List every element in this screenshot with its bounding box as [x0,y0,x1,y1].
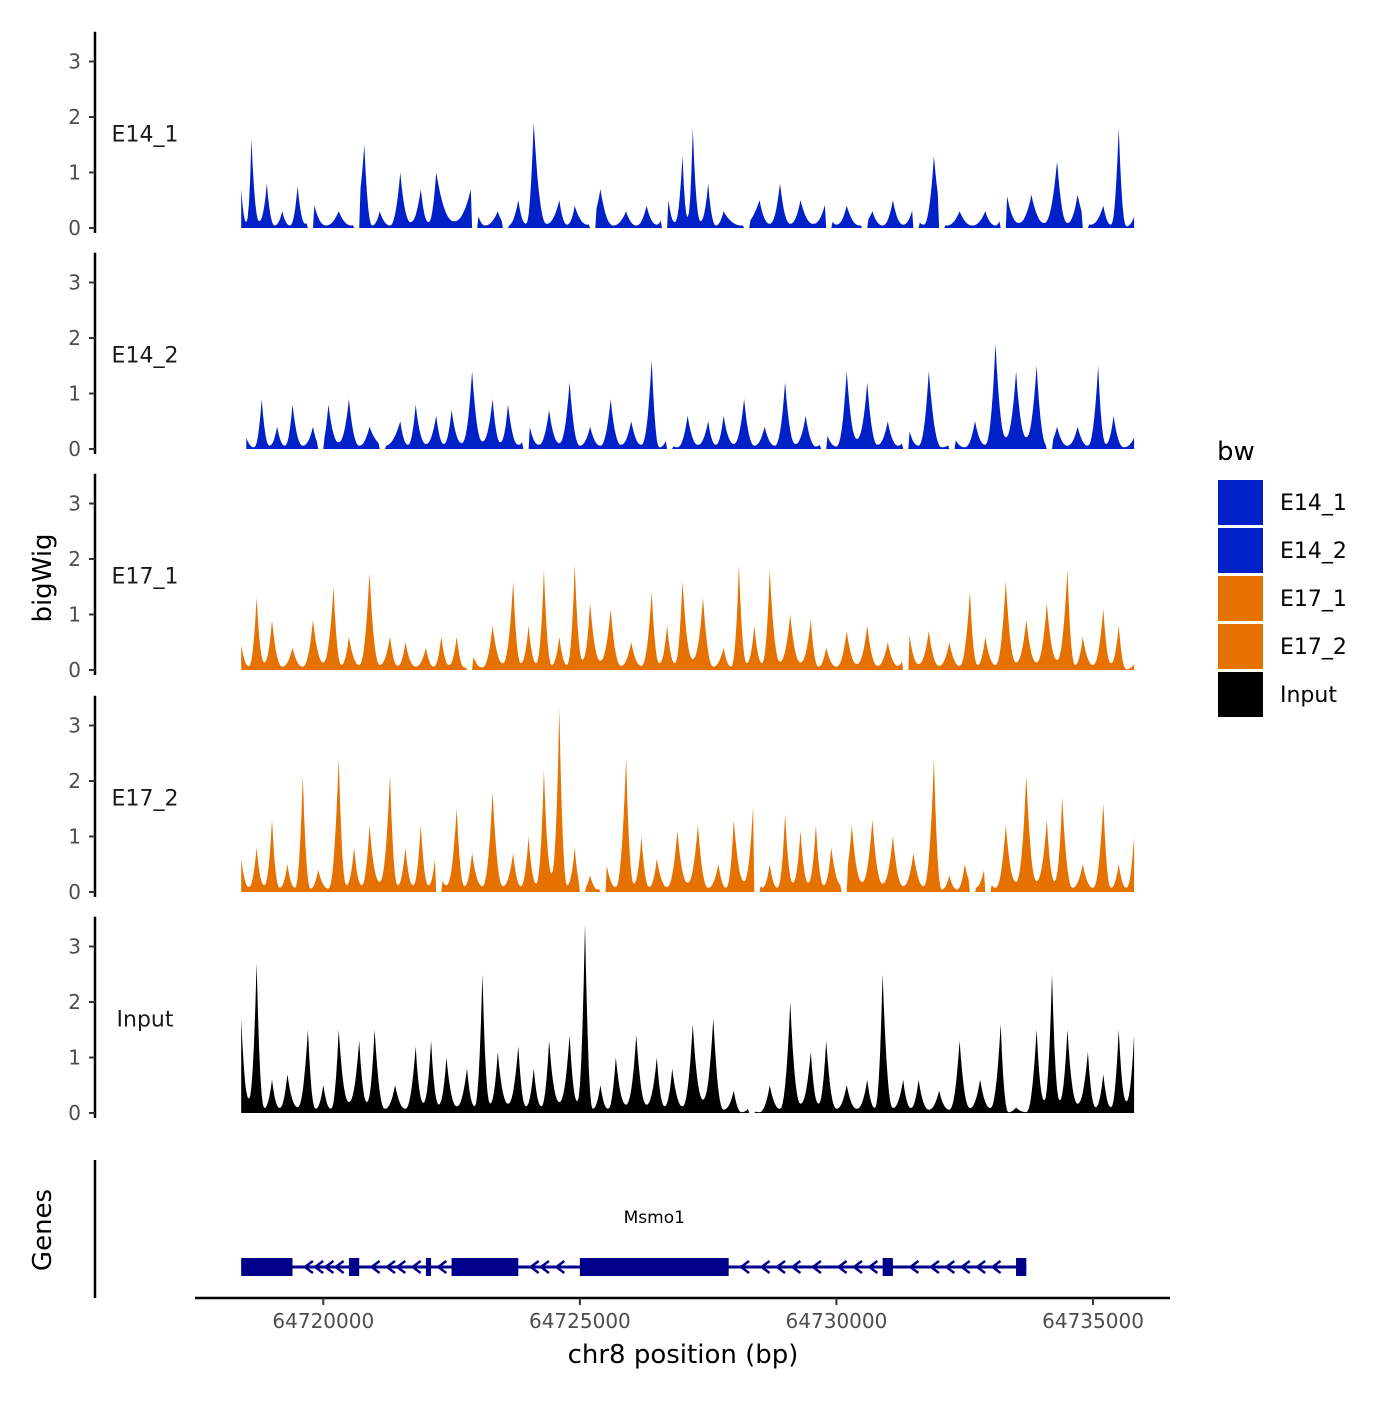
y-tick-label: 0 [68,1101,81,1125]
legend-label: E14_2 [1280,539,1347,564]
legend-swatch [1218,672,1263,717]
track-label: E14_1 [112,123,179,148]
signal-area-E14_2 [246,344,1134,449]
y-tick-label: 1 [68,161,81,185]
track-E14_2: 0 1 2 3 E14_2 [68,253,1134,461]
exon [883,1258,893,1276]
gene-name-label: Msmo1 [624,1208,685,1228]
y-tick-label: 2 [68,769,81,793]
y-tick-label: 2 [68,990,81,1014]
legend-label: Input [1280,683,1337,708]
legend-swatch [1218,624,1263,669]
y-tick-label: 2 [68,547,81,571]
legend-swatch [1218,528,1263,573]
legend-label: E14_1 [1280,491,1347,516]
y-tick-label: 0 [68,437,81,461]
track-E14_1: 0 1 2 3 E14_1 [68,32,1134,240]
y-tick-label: 3 [68,935,81,959]
genes-track-title: Genes [28,1189,58,1271]
legend-label: E17_1 [1280,587,1347,612]
y-tick-label: 2 [68,326,81,350]
legend-swatch [1218,576,1263,621]
y-tick-label: 3 [68,50,81,74]
y-tick-label: 1 [68,382,81,406]
exon [452,1258,519,1276]
track-E17_1: 0 1 2 3 E17_1 [68,474,1134,682]
legend: bw E14_1 E14_2 E17_1 E17_2 Input [1217,437,1347,717]
y-tick-label: 3 [68,492,81,516]
y-tick-label: 1 [68,825,81,849]
track-label: Input [117,1008,174,1033]
signal-area-Input [241,924,1134,1113]
x-tick-label: 64730000 [786,1309,888,1333]
x-tick-label: 64720000 [272,1309,374,1333]
y-tick-label: 0 [68,880,81,904]
y-tick-label: 3 [68,714,81,738]
gene-track-layer: Msmo1 [95,1160,1026,1298]
x-axis-title: chr8 position (bp) [568,1340,799,1370]
legend-title: bw [1217,437,1255,467]
track-label: E17_2 [112,787,179,812]
y-axis-title: bigWig [28,533,58,622]
y-tick-label: 1 [68,603,81,627]
x-axis: 64720000 64725000 64730000 64735000 [195,1298,1170,1333]
exon [426,1258,431,1276]
track-E17_2: 0 1 2 3 E17_2 [68,696,1134,904]
signal-area-E17_1 [241,565,1134,671]
exon [1016,1258,1026,1276]
y-tick-label: 2 [68,105,81,129]
legend-swatch [1218,480,1263,525]
exon [580,1258,729,1276]
track-label: E14_2 [112,344,179,369]
track-Input: 0 1 2 3 Input [68,917,1134,1125]
exon [241,1258,292,1276]
y-tick-label: 1 [68,1046,81,1070]
signal-area-E14_1 [241,123,1134,228]
x-tick-label: 64725000 [529,1309,631,1333]
track-label: E17_1 [112,565,179,590]
tracks-layer: 0 1 2 3 E14_1 0 1 2 3 E14_2 0 1 2 3 E17_1 0 1 2 3 E17_2 0 1 2 3… [68,32,1134,1125]
legend-label: E17_2 [1280,635,1347,660]
y-tick-label: 0 [68,658,81,682]
signal-area-E17_2 [241,709,1134,892]
x-tick-label: 64735000 [1042,1309,1144,1333]
y-tick-label: 0 [68,216,81,240]
y-tick-label: 3 [68,271,81,295]
exon [349,1258,359,1276]
